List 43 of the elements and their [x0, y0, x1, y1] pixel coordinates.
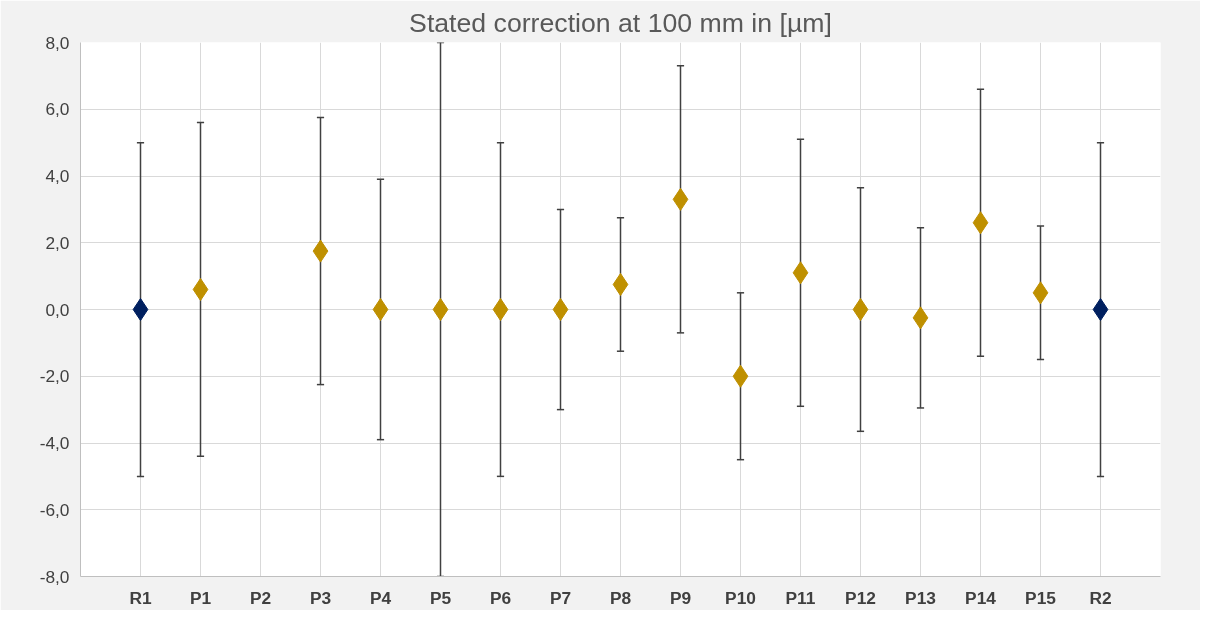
x-tick-label: P15 [1025, 587, 1057, 608]
y-tick-label: 0,0 [45, 299, 70, 320]
x-tick-label: P4 [369, 587, 392, 608]
point [312, 239, 329, 263]
y-tick-label: -2,0 [39, 366, 70, 387]
y-tick-label: -8,0 [39, 566, 70, 587]
point [852, 298, 869, 321]
x-tick-label: P9 [669, 587, 692, 608]
y-tick-label: -4,0 [39, 433, 70, 453]
x-tick-label: P1 [189, 587, 212, 608]
x-tick-label: P7 [549, 587, 572, 608]
point [552, 298, 569, 321]
point [672, 187, 689, 211]
x-tick-label: P2 [249, 587, 272, 608]
x-tick-label: P14 [965, 587, 997, 608]
point [972, 211, 989, 235]
y-tick-label: -6,0 [39, 499, 70, 520]
point [492, 298, 509, 321]
x-tick-label: P11 [785, 587, 816, 608]
point [912, 306, 929, 330]
point [192, 277, 209, 301]
y-tick-label: 2,0 [45, 232, 70, 253]
x-tick-label: R1 [129, 587, 152, 608]
chart-title: Stated correction at 100 mm in [µm] [409, 7, 832, 38]
point [1032, 281, 1049, 305]
x-tick-label: R2 [1089, 587, 1112, 608]
point [372, 298, 389, 321]
point [792, 261, 809, 285]
x-tick-label: P3 [309, 587, 332, 608]
y-tick-label: 4,0 [45, 166, 70, 186]
x-tick-label: P8 [609, 587, 632, 608]
x-tick-label: P6 [489, 587, 512, 608]
x-tick-label: P5 [429, 587, 452, 608]
point [432, 298, 449, 321]
point [732, 364, 749, 388]
y-tick-label: 6,0 [45, 99, 70, 120]
y-tick-label: 8,0 [45, 32, 70, 53]
point [132, 298, 149, 321]
point [612, 272, 629, 296]
point [1092, 298, 1109, 321]
x-tick-label: P10 [725, 587, 756, 608]
x-tick-label: P12 [845, 587, 876, 608]
x-tick-label: P13 [905, 587, 937, 608]
